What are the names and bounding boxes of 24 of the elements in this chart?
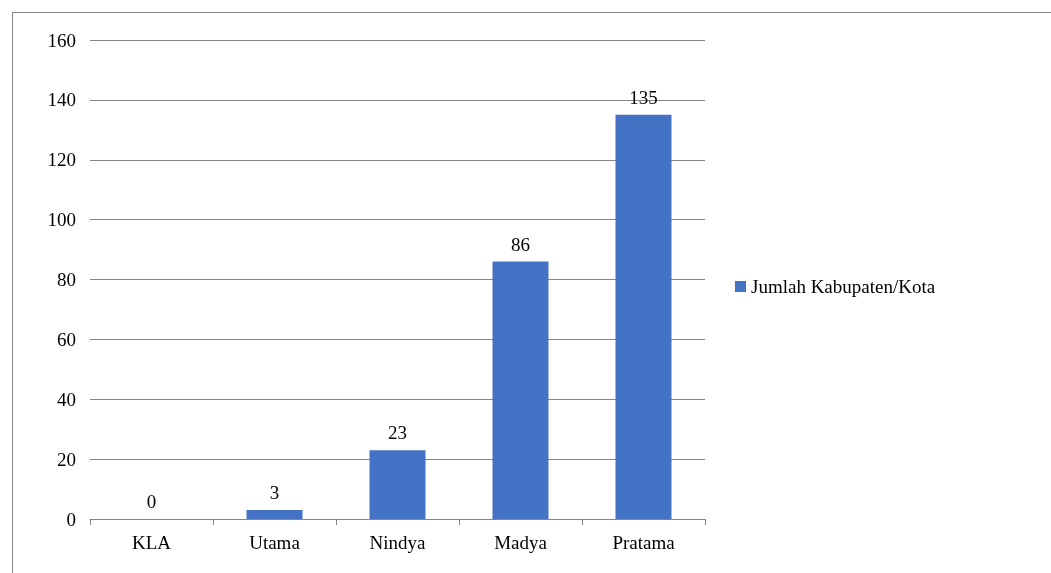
y-tick-label: 60 xyxy=(57,328,76,350)
y-tick-label: 0 xyxy=(66,508,76,530)
data-label: 0 xyxy=(146,491,157,512)
y-tick-label: 100 xyxy=(47,209,76,231)
data-label: 86 xyxy=(511,233,530,255)
x-tick-label: KLA xyxy=(131,532,172,553)
data-label: 23 xyxy=(388,422,407,444)
x-tick-label: Madya xyxy=(494,532,548,553)
bar xyxy=(369,450,426,519)
x-tick-label: Nindya xyxy=(369,532,427,553)
bar xyxy=(246,510,303,519)
bar xyxy=(615,114,672,519)
x-tick-label: Pratama xyxy=(612,532,676,553)
x-tick-label: Utama xyxy=(249,532,301,553)
y-tick-label: 40 xyxy=(57,388,76,410)
legend-label: Jumlah Kabupaten/Kota xyxy=(751,276,936,297)
y-tick-label: 80 xyxy=(57,269,76,290)
y-tick-label: 120 xyxy=(47,149,76,171)
y-tick-label: 140 xyxy=(47,89,76,111)
y-tick-label: 160 xyxy=(47,29,76,51)
data-label: 3 xyxy=(269,482,280,504)
data-label: 135 xyxy=(629,86,658,108)
y-tick-label: 20 xyxy=(57,448,76,470)
bar xyxy=(492,261,549,519)
